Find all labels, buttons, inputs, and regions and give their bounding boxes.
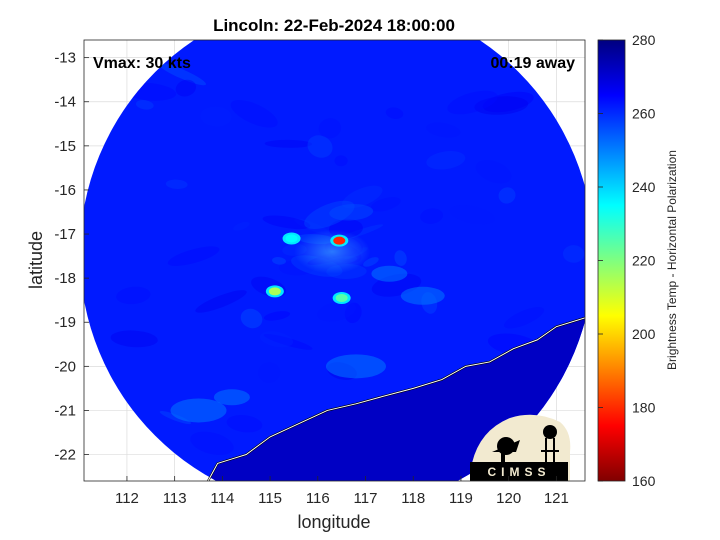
swath-streak	[474, 96, 529, 115]
swath-streak	[135, 100, 154, 110]
swath-streak	[503, 307, 545, 329]
swath-streak	[318, 118, 342, 139]
x-tick-label: 120	[496, 490, 521, 507]
swath-bright-band	[213, 389, 250, 406]
swath-streak	[110, 330, 158, 348]
x-axis: 112 113 114 115 116 117 118 119 120 121	[115, 476, 569, 507]
x-tick-label: 116	[306, 490, 330, 507]
y-tick-label: -17	[54, 226, 76, 243]
axes-box	[83, 39, 586, 482]
swath-streak	[317, 300, 357, 322]
swath-streak	[341, 185, 383, 209]
colorbar-tick-label: 260	[632, 106, 656, 122]
swath-streak	[334, 155, 348, 167]
y-tick-label: -13	[54, 50, 76, 67]
colorbar-tick-label: 280	[632, 32, 656, 48]
swath-streak	[240, 308, 263, 329]
swath-streak	[307, 135, 333, 158]
swath-streak	[226, 415, 263, 433]
y-tick-label: -15	[54, 138, 76, 155]
swath-streak	[262, 215, 311, 230]
x-tick-label: 112	[115, 490, 139, 507]
y-axis-label: latitude	[26, 231, 46, 289]
swath-streak	[475, 160, 512, 184]
colorbar-tick-label: 220	[632, 253, 656, 269]
swath-streak	[420, 208, 444, 224]
warm-core	[333, 236, 346, 245]
x-tick-label: 121	[544, 490, 569, 507]
vmax-label: Vmax: 30 kts	[93, 55, 191, 72]
swath-streak	[165, 179, 188, 189]
x-tick-label: 114	[210, 490, 234, 507]
swath-streak	[426, 151, 466, 170]
warm-core	[335, 293, 348, 302]
swath-streak	[263, 311, 291, 321]
warm-core	[268, 287, 281, 296]
swath-streak	[385, 107, 404, 119]
coastline	[207, 317, 585, 481]
logo-text: CIMSS	[487, 465, 550, 479]
colorbar-tick-label: 160	[632, 473, 656, 489]
swath-bright-band	[170, 398, 227, 423]
swath-streak	[294, 218, 330, 235]
colorbar-tick-label: 240	[632, 179, 656, 195]
x-axis-label: longitude	[297, 512, 370, 532]
swath-streak	[482, 91, 534, 113]
y-tick-label: -19	[54, 314, 76, 331]
core-glow	[294, 229, 371, 274]
swath-streak	[233, 221, 250, 231]
swath-streak	[175, 79, 197, 97]
swath-image	[84, 40, 585, 481]
swath-streak	[562, 245, 585, 263]
x-tick-label: 113	[163, 490, 187, 507]
colorbar-tick-label: 180	[632, 400, 656, 416]
y-tick-label: -22	[54, 447, 76, 464]
y-tick-label: -16	[54, 182, 76, 199]
swath-streak	[263, 333, 313, 350]
swath-streak	[426, 122, 461, 138]
swath-streak	[200, 106, 232, 127]
x-tick-label: 117	[354, 490, 378, 507]
swath-bright-band	[371, 265, 408, 282]
swath-streak	[449, 204, 495, 225]
x-tick-label: 118	[401, 490, 425, 507]
y-axis: -13 -14 -15 -16 -17 -18 -19 -20 -21 -22	[54, 50, 89, 464]
swath-streak	[230, 100, 278, 128]
swath-streak	[158, 63, 207, 86]
colorbar-ticks: 280 260 240 220 200 180 160	[598, 32, 656, 489]
y-tick-label: -21	[54, 402, 76, 419]
time-away-label: 00:19 away	[490, 55, 575, 72]
swath-streak	[329, 204, 374, 221]
swath-bright-band	[325, 354, 386, 379]
y-tick-label: -14	[54, 94, 76, 111]
swath-streak	[259, 331, 294, 348]
swath-streak	[370, 197, 401, 212]
swath-streak	[363, 257, 379, 267]
swath-streak	[344, 302, 362, 324]
swath-streak	[304, 200, 355, 230]
swath-streak	[498, 187, 516, 204]
swath-streak	[394, 250, 407, 266]
swath-streak	[159, 410, 192, 425]
warm-core	[285, 234, 298, 243]
x-tick-label: 115	[258, 490, 282, 507]
swath-bright-band	[400, 286, 445, 305]
y-tick-label: -18	[54, 270, 76, 287]
colorbar-label: Brightness Temp - Horizontal Polarizatio…	[665, 150, 679, 370]
swath-streak	[447, 90, 498, 115]
cimss-logo: CIMSS	[470, 414, 571, 481]
swath-streak	[272, 257, 286, 265]
swath-streak	[116, 286, 151, 305]
swath-streak	[167, 246, 220, 266]
warm-cores	[265, 232, 351, 304]
colorbar-tick-label: 200	[632, 326, 656, 342]
chart-title: Lincoln: 22-Feb-2024 18:00:00	[213, 16, 455, 35]
swath-streak	[195, 290, 247, 313]
y-tick-label: -20	[54, 358, 76, 375]
swath-streak	[190, 431, 234, 456]
x-tick-label: 119	[449, 490, 473, 507]
swath-streak	[264, 139, 313, 148]
swath-streak	[257, 362, 281, 383]
